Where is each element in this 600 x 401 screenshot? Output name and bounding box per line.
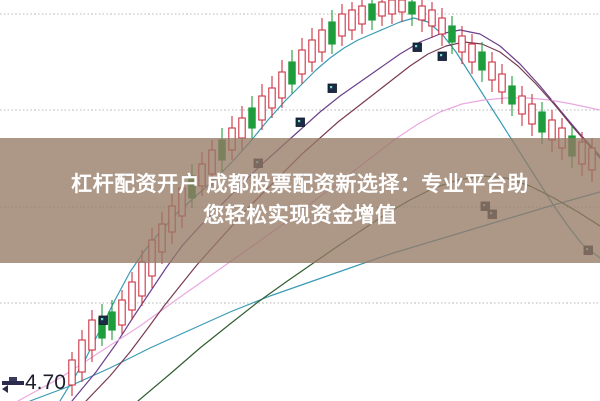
banner-title-line-2: 您轻松实现资金增值 [203, 203, 397, 227]
price-axis-marker: 4.70 [2, 372, 66, 393]
price-marker-value: 4.70 [25, 371, 66, 394]
promo-banner-overlay: 杠杆配资开户 成都股票配资新选择：专业平台助 您轻松实现资金增值 [0, 138, 600, 263]
price-tag-marker-icon [2, 376, 24, 393]
banner-title-line-1: 杠杆配资开户 成都股票配资新选择：专业平台助 [71, 172, 529, 196]
